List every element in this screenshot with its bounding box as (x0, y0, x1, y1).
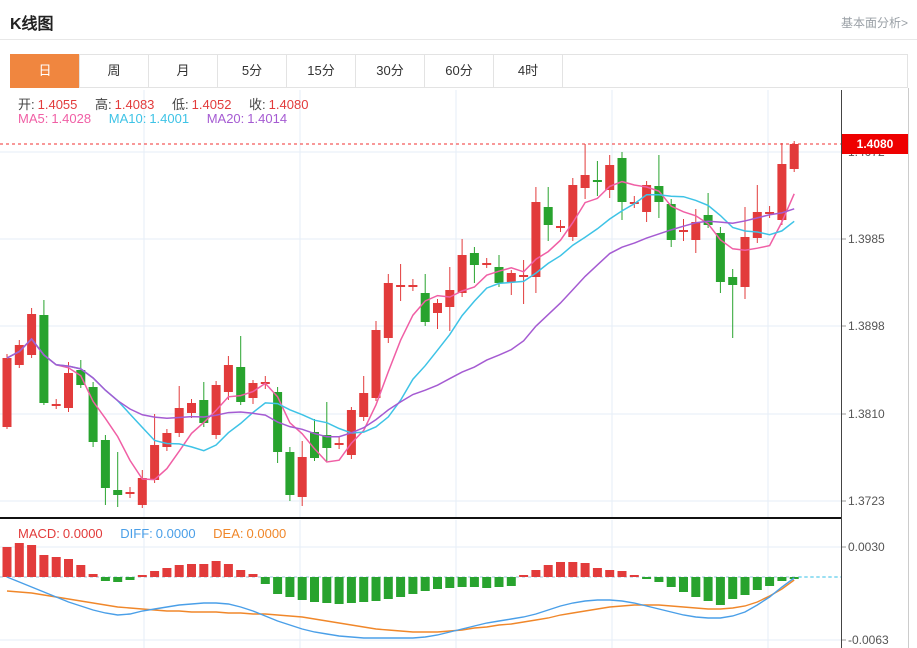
current-price-badge: 1.4080 (842, 134, 908, 154)
tab-h4[interactable]: 4时 (493, 54, 563, 88)
header: K线图 基本面分析> (0, 0, 917, 40)
interval-tabbar: 日周月 5分 15分 30分 60分 4时 (10, 54, 908, 88)
svg-text:1.4080: 1.4080 (857, 137, 894, 151)
kline-chart-area: 1.40721.39851.38981.38101.37230.0030-0.0… (0, 88, 909, 648)
grid (0, 90, 841, 648)
tab-m60[interactable]: 60分 (424, 54, 494, 88)
price-tick-label: 1.3723 (848, 494, 885, 508)
page-title: K线图 (10, 16, 54, 33)
macd-axis: 0.0030 -0.0063 (841, 540, 889, 647)
ma5-line (6, 180, 795, 481)
diff-line (6, 576, 795, 639)
macd-tick-label: 0.0030 (848, 540, 885, 554)
macd-histogram (0, 543, 841, 605)
dea-line (6, 579, 795, 633)
tab-m5[interactable]: 5分 (217, 54, 287, 88)
tab-month[interactable]: 月 (148, 54, 218, 88)
ma20-line (6, 208, 795, 438)
tab-day[interactable]: 日 (10, 54, 80, 88)
tab-m30[interactable]: 30分 (355, 54, 425, 88)
fundamental-analysis-link[interactable]: 基本面分析> (840, 16, 908, 30)
price-tick-label: 1.3898 (848, 319, 885, 333)
macd-tick-label: -0.0063 (848, 633, 889, 647)
price-tick-label: 1.3985 (848, 232, 885, 246)
tab-m15[interactable]: 15分 (286, 54, 356, 88)
price-tick-label: 1.3810 (848, 407, 885, 421)
tabbar-filler (562, 54, 908, 88)
kline-chart[interactable]: 1.40721.39851.38981.38101.37230.0030-0.0… (0, 88, 909, 648)
tab-week[interactable]: 周 (79, 54, 149, 88)
ma10-line (6, 194, 795, 452)
